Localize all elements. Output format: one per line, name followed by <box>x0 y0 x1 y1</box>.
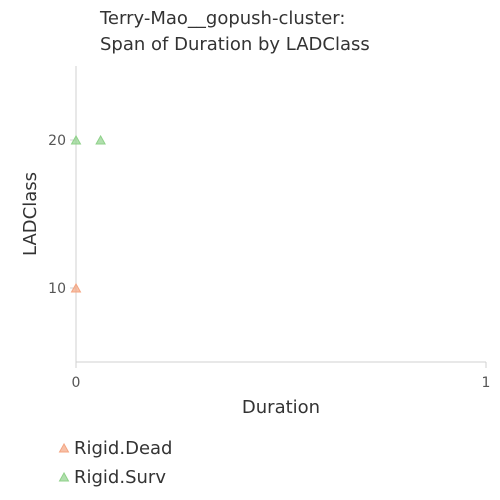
y-tick-label: 20 <box>48 133 66 149</box>
legend-marker <box>58 442 70 453</box>
y-tick-label: 10 <box>48 281 66 297</box>
x-axis-label: Duration <box>242 397 320 418</box>
data-points <box>70 134 106 293</box>
legend-label: Rigid.Dead <box>74 438 172 459</box>
x-tick-label: 1 <box>482 375 491 391</box>
x-tick-label: 0 <box>72 375 81 391</box>
chart-title-line-1: Terry-Mao__gopush-cluster: <box>99 8 345 29</box>
data-point <box>70 282 82 293</box>
legend-marker <box>58 471 70 482</box>
chart-title: Terry-Mao__gopush-cluster: Span of Durat… <box>99 8 370 55</box>
chart-title-line-2: Span of Duration by LADClass <box>100 34 370 55</box>
legend-label: Rigid.Surv <box>74 467 166 488</box>
axis-ticks: 0 1 10 20 <box>48 133 490 391</box>
legend: Rigid.Dead Rigid.Surv <box>58 438 172 488</box>
data-point <box>95 134 106 145</box>
data-point <box>70 134 82 145</box>
y-axis-label: LADClass <box>20 172 41 256</box>
